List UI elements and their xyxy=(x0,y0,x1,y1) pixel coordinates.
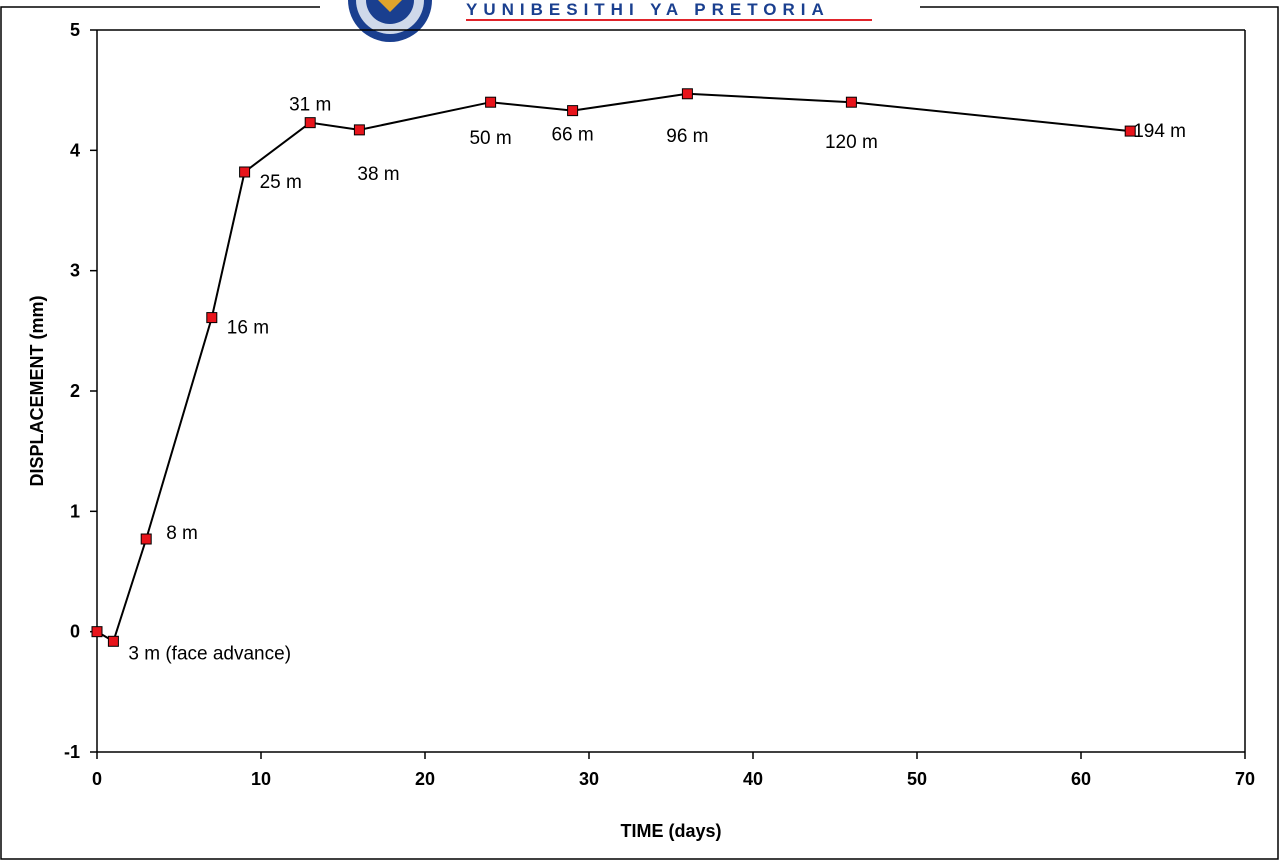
y-tick-label: -1 xyxy=(64,742,80,762)
point-label: 16 m xyxy=(227,318,269,339)
chart-border xyxy=(0,6,1279,860)
data-point-marker xyxy=(304,117,316,129)
x-tick-label: 60 xyxy=(1071,769,1091,789)
x-tick-label: 70 xyxy=(1235,769,1255,789)
data-point-marker xyxy=(91,626,103,638)
x-tick-label: 30 xyxy=(579,769,599,789)
y-tick-label: 4 xyxy=(70,140,80,160)
x-tick-label: 50 xyxy=(907,769,927,789)
x-tick-label: 0 xyxy=(92,769,102,789)
data-point-marker xyxy=(107,635,119,647)
y-tick-label: 3 xyxy=(70,261,80,281)
data-point-marker xyxy=(353,124,365,136)
point-labels-group: 3 m (face advance) 8 m 16 m 25 m 31 m 38 m 50 … xyxy=(128,95,1186,665)
point-label: 96 m xyxy=(666,126,708,147)
point-label: 8 m xyxy=(166,523,198,544)
point-label: 194 m xyxy=(1133,121,1186,142)
point-label: 31 m xyxy=(289,95,331,116)
banner-text: YUNIBESITHI YA PRETORIA xyxy=(466,0,830,19)
data-point-marker xyxy=(239,166,251,178)
point-label: 50 m xyxy=(469,128,511,149)
data-point-marker xyxy=(681,88,693,100)
data-point-marker xyxy=(140,533,152,545)
x-tick-label: 40 xyxy=(743,769,763,789)
data-point-marker xyxy=(1124,125,1136,137)
point-label: 3 m (face advance) xyxy=(128,643,291,664)
point-label: 120 m xyxy=(825,132,878,153)
data-point-marker xyxy=(567,105,579,117)
university-crest-icon xyxy=(348,0,432,42)
markers-group xyxy=(91,88,1136,647)
point-label: 25 m xyxy=(260,172,302,193)
point-label: 38 m xyxy=(357,164,399,185)
series-line-group xyxy=(96,92,1131,643)
y-tick-label: 1 xyxy=(70,501,80,521)
point-label: 66 m xyxy=(551,125,593,146)
x-tick-label: 20 xyxy=(415,769,435,789)
series-line xyxy=(96,92,1131,643)
x-tick-label: 10 xyxy=(251,769,271,789)
banner-background xyxy=(320,0,920,22)
y-axis-title: DISPLACEMENT (mm) xyxy=(27,295,47,486)
data-point-marker xyxy=(485,96,497,108)
data-point-marker xyxy=(206,312,218,324)
y-tick-label: 0 xyxy=(70,622,80,642)
data-point-marker xyxy=(845,96,857,108)
x-axis-title: TIME (days) xyxy=(620,821,721,841)
y-tick-label: 2 xyxy=(70,381,80,401)
tick-labels: 0 10 20 30 40 50 60 70 -1 0 1 2 3 4 5 xyxy=(64,20,1255,789)
y-tick-label: 5 xyxy=(70,20,80,40)
